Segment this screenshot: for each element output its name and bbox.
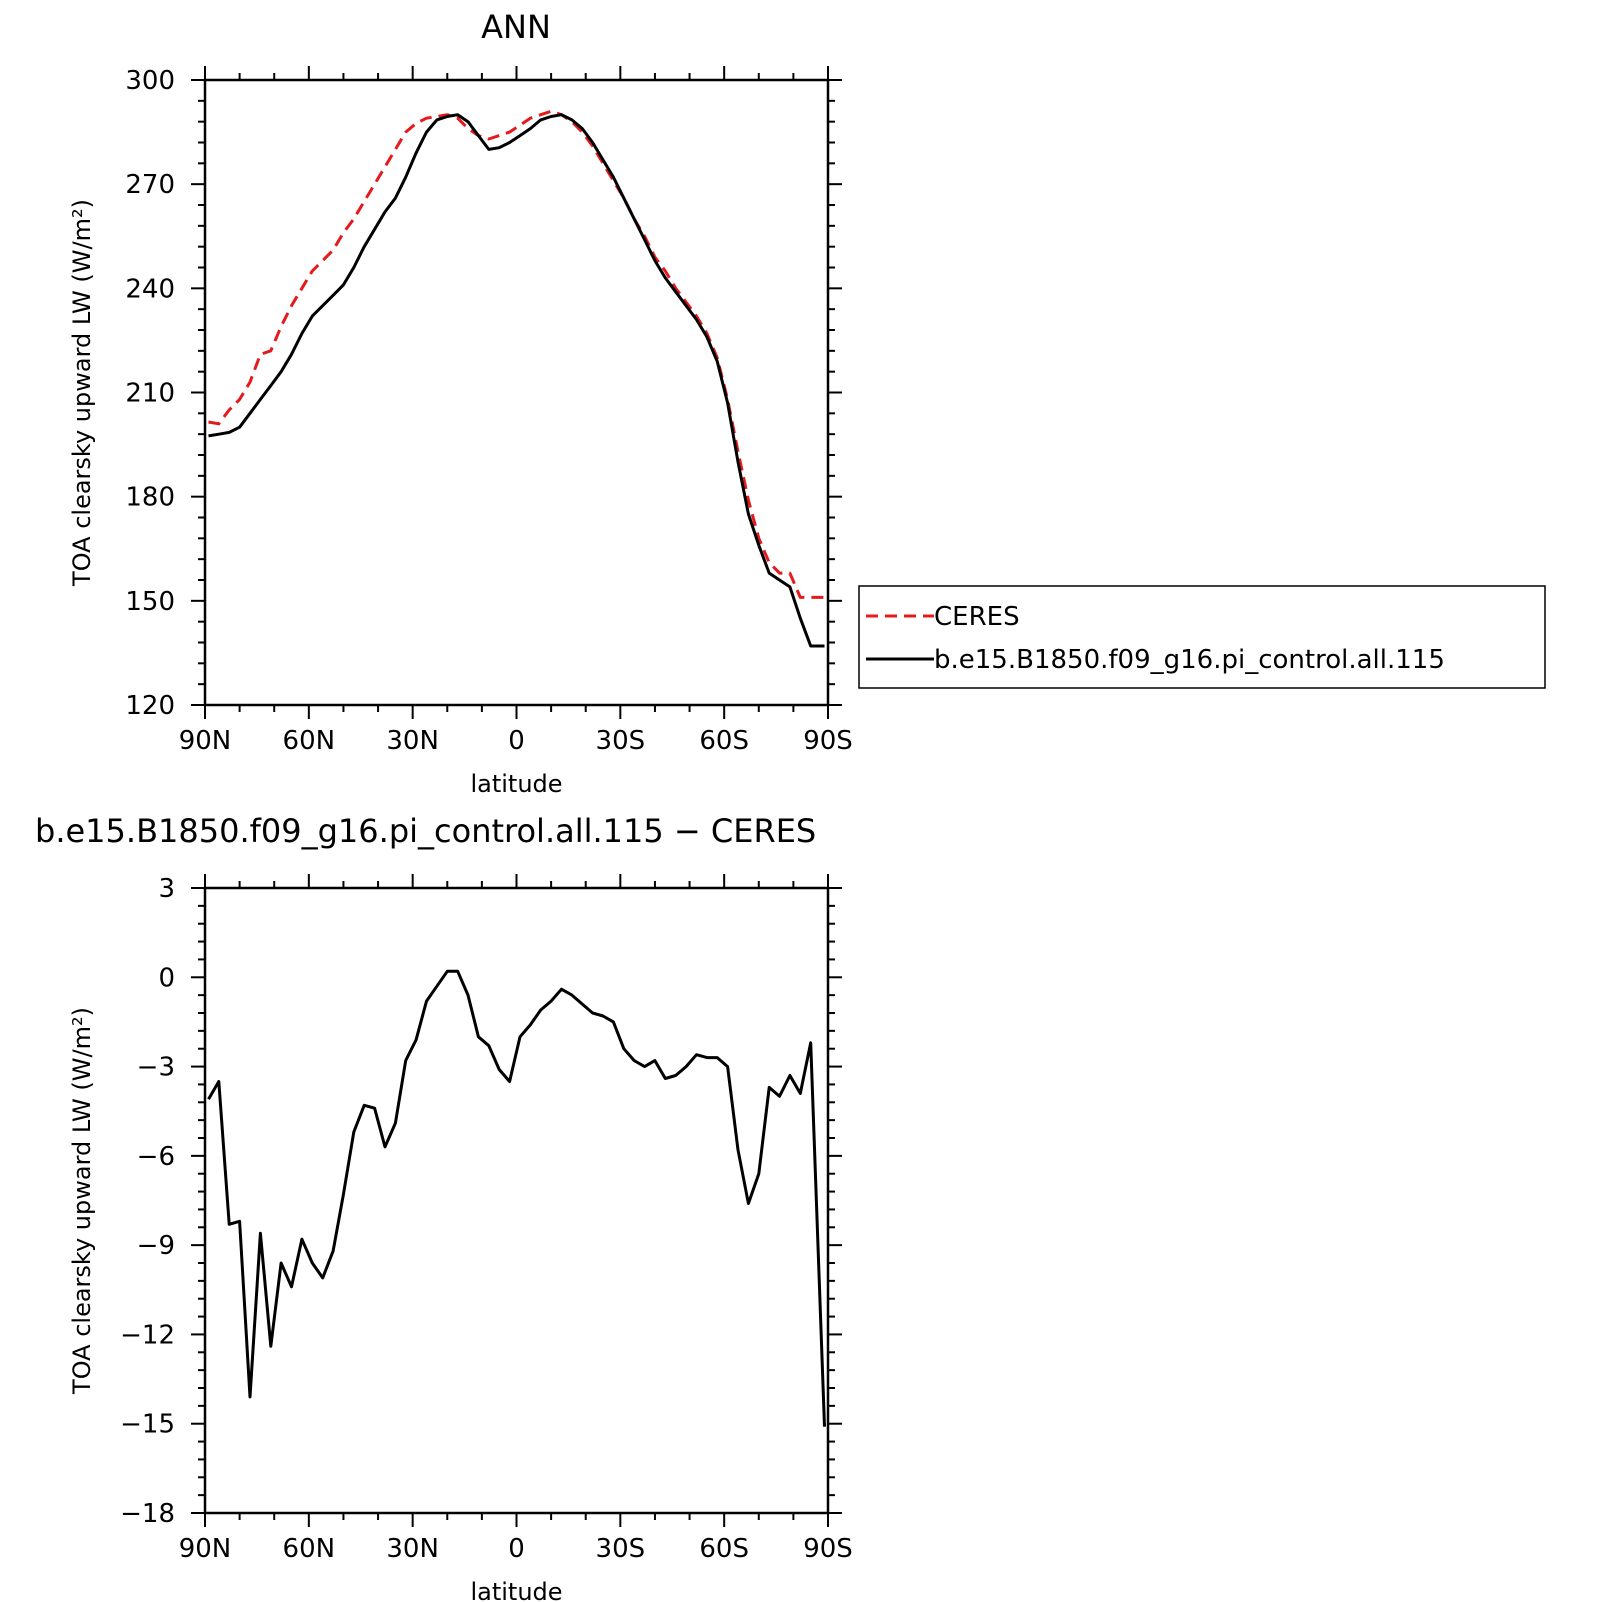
x-tick-label: 30S <box>596 1534 646 1564</box>
x-axis-label: latitude <box>470 1578 562 1602</box>
y-tick-label: −12 <box>120 1320 175 1350</box>
x-tick-label: 30N <box>386 1534 439 1564</box>
difference-line-chart: b.e15.B1850.f09_g16.pi_control.all.115 −… <box>35 812 853 1602</box>
chart-title: b.e15.B1850.f09_g16.pi_control.all.115 −… <box>35 812 816 850</box>
x-tick-label: 90S <box>803 726 853 756</box>
y-tick-label: −18 <box>120 1499 175 1529</box>
x-tick-label: 0 <box>508 726 525 756</box>
y-tick-label: −9 <box>137 1231 175 1261</box>
x-tick-label: 0 <box>508 1534 525 1564</box>
x-tick-label: 30S <box>596 726 646 756</box>
plot-frame <box>203 886 830 1515</box>
series-line-ceres <box>208 109 825 599</box>
legend-box <box>858 585 1546 689</box>
series-line-b-e15-b1850-f09-g16-pi-control-all-115 <box>208 113 825 648</box>
y-axis-label: TOA clearsky upward LW (W/m²) <box>68 1007 96 1395</box>
y-tick-label: −15 <box>120 1410 175 1440</box>
y-axis-label: TOA clearsky upward LW (W/m²) <box>68 199 96 587</box>
y-tick-label: 300 <box>125 66 175 96</box>
chart-title: ANN <box>481 8 551 46</box>
legend-label-ceres: CERES <box>934 602 1020 632</box>
x-tick-label: 60N <box>283 726 336 756</box>
y-tick-label: 150 <box>125 587 175 617</box>
x-tick-label: 60N <box>283 1534 336 1564</box>
plot-frame <box>203 78 830 707</box>
series-line-difference <box>207 969 826 1427</box>
y-tick-label: 3 <box>158 874 175 904</box>
y-tick-label: 240 <box>125 274 175 304</box>
legend-label-model: b.e15.B1850.f09_g16.pi_control.all.115 <box>934 645 1445 675</box>
y-tick-label: 270 <box>125 170 175 200</box>
x-tick-label: 90N <box>179 726 232 756</box>
y-tick-label: 210 <box>125 379 175 409</box>
chart-legend: CERES b.e15.B1850.f09_g16.pi_control.all… <box>858 585 1546 689</box>
upper-line-chart: ANN 90N 60N 30N 0 30S 60S 90S 120 150 180 210 240 270… <box>68 8 853 798</box>
y-tick-label: −3 <box>137 1053 175 1083</box>
x-tick-label: 90N <box>179 1534 232 1564</box>
x-tick-label: 60S <box>699 726 749 756</box>
x-tick-label: 60S <box>699 1534 749 1564</box>
y-tick-label: 120 <box>125 691 175 721</box>
x-tick-label: 90S <box>803 1534 853 1564</box>
y-tick-label: 180 <box>125 483 175 513</box>
y-tick-label: −6 <box>137 1142 175 1172</box>
x-axis-label: latitude <box>470 770 562 798</box>
x-tick-label: 30N <box>386 726 439 756</box>
y-tick-label: 0 <box>158 963 175 993</box>
